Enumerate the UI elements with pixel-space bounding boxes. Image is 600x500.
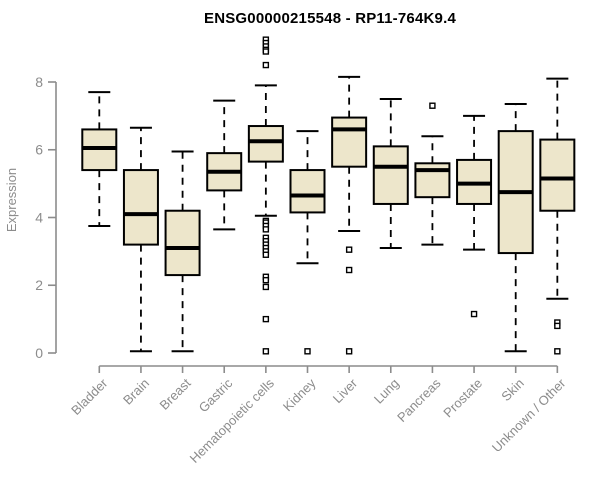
x-tick-label: Brain bbox=[120, 376, 152, 408]
iqr-box bbox=[164, 209, 201, 277]
boxplot-prostate bbox=[456, 114, 493, 318]
iqr-box bbox=[247, 125, 284, 163]
outlier-point bbox=[262, 251, 270, 258]
boxplot-breast bbox=[164, 150, 201, 353]
iqr-box bbox=[331, 116, 368, 168]
iqr-box bbox=[539, 138, 576, 212]
x-tick-label: Skin bbox=[498, 376, 526, 404]
boxplot-kidney bbox=[289, 130, 326, 355]
iqr-box bbox=[289, 169, 326, 214]
outlier-point bbox=[262, 276, 270, 284]
chart-title: ENSG00000215548 - RP11-764K9.4 bbox=[203, 10, 456, 27]
y-tick-label: 0 bbox=[35, 345, 43, 361]
x-tick-label: Gastric bbox=[196, 375, 236, 415]
outlier-point bbox=[262, 48, 270, 55]
outlier-point bbox=[262, 61, 270, 69]
x-tick-label: Lung bbox=[371, 376, 402, 407]
y-axis-title: Expression bbox=[4, 168, 19, 232]
iqr-box bbox=[372, 145, 409, 205]
outlier-point bbox=[429, 102, 436, 109]
x-tick-label: Liver bbox=[330, 375, 361, 406]
y-tick-label: 2 bbox=[35, 277, 43, 293]
outlier-point bbox=[262, 226, 270, 233]
boxplot-liver bbox=[331, 75, 368, 355]
y-axis: 0 2 4 6 8 Expression bbox=[4, 74, 57, 361]
outlier-point bbox=[345, 348, 353, 355]
boxplot-skin bbox=[497, 103, 534, 353]
x-tick-label: Bladder bbox=[68, 375, 111, 418]
outlier-point bbox=[554, 348, 561, 355]
boxplot-brain bbox=[122, 126, 159, 353]
boxplot-lung bbox=[372, 97, 409, 249]
y-tick-label: 4 bbox=[35, 209, 43, 225]
outlier-point bbox=[262, 283, 270, 291]
boxplot-pancreas bbox=[414, 102, 451, 246]
outlier-point bbox=[345, 266, 353, 274]
boxplot-bladder bbox=[81, 91, 118, 227]
boxplot-unknown-other bbox=[539, 77, 576, 355]
y-tick-label: 8 bbox=[35, 74, 43, 90]
outlier-point bbox=[345, 246, 353, 253]
x-tick-label: Unknown / Other bbox=[489, 375, 569, 455]
boxplot-gastric bbox=[206, 99, 243, 231]
y-tick-label: 6 bbox=[35, 142, 43, 158]
outlier-point bbox=[304, 348, 311, 355]
x-tick-label: Breast bbox=[157, 375, 194, 412]
iqr-box bbox=[122, 169, 159, 246]
outlier-point bbox=[554, 322, 561, 330]
outlier-point bbox=[262, 348, 270, 355]
x-tick-label: Prostate bbox=[440, 376, 485, 421]
x-tick-label: Kidney bbox=[280, 375, 319, 414]
outlier-point bbox=[262, 315, 270, 323]
outlier-point bbox=[470, 310, 478, 318]
boxplot-hematopoietic-cells bbox=[247, 36, 284, 355]
x-tick-label: Pancreas bbox=[394, 375, 444, 425]
